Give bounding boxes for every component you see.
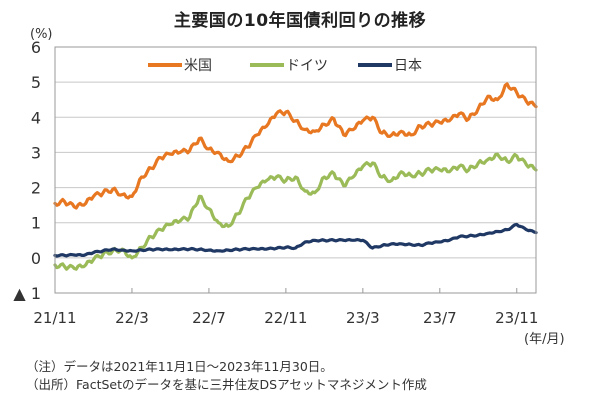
x-axis-unit-label: (年/月) [524,332,565,347]
data-period-note: （注）データは2021年11月1日～2023年11月30日。 [26,359,333,374]
x-axis-ticks: 21/11 22/3 22/7 22/11 23/3 23/7 23/11 [33,288,538,327]
series-line-japan [53,222,538,258]
y-axis-ticks: 6 5 4 3 2 1 0 ▲ 1 [13,38,41,303]
legend: 米国 ドイツ 日本 [148,58,422,74]
y-tick-label: 2 [31,179,41,198]
source-note: （出所）FactSetのデータを基に三井住友DSアセットマネジメント作成 [26,377,427,392]
y-tick-label: 3 [31,143,41,162]
series-line-germany [53,152,538,271]
series-lines [53,82,538,271]
x-tick-label: 23/7 [423,309,457,327]
y-tick-label: 1 [31,214,41,233]
legend-label: ドイツ [286,58,328,74]
y-tick-label: 4 [31,108,41,127]
x-tick-label: 22/7 [192,309,226,327]
y-axis-unit-label: (%) [30,27,53,42]
series-line-us [53,82,538,210]
x-tick-label: 21/11 [33,309,76,327]
legend-label: 日本 [394,58,422,74]
legend-label: 米国 [184,58,212,74]
y-tick-label: 0 [31,249,41,268]
x-tick-label: 23/11 [495,309,538,327]
y-tick-label: 6 [31,38,41,57]
x-tick-label: 22/11 [264,309,307,327]
x-tick-label: 23/3 [346,309,380,327]
y-tick-label: ▲ 1 [13,284,41,303]
y-tick-label: 5 [31,73,41,92]
x-tick-label: 22/3 [115,309,149,327]
plot-frame [54,46,537,294]
chart-title: 主要国の10年国債利回りの推移 [173,11,427,31]
